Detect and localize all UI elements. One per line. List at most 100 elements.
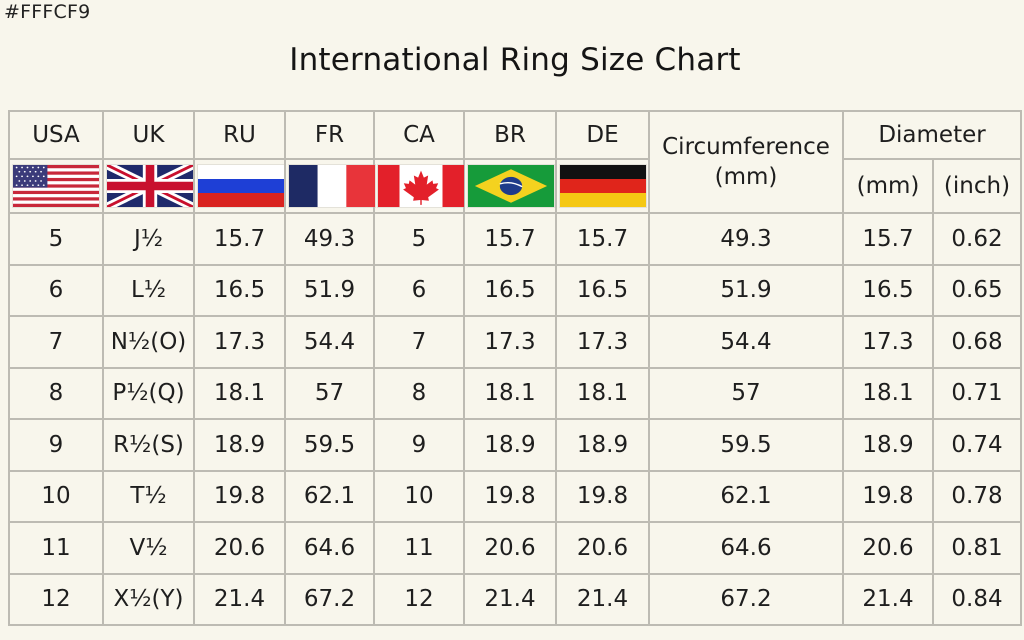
cell-circumference: 62.1 [648, 469, 844, 523]
cell-usa: 10 [8, 469, 104, 523]
cell-circumference: 57 [648, 366, 844, 420]
ring-size-table: USA UK RU FR CA BR DE Circumference (mm)… [8, 110, 1022, 626]
table-row: 6 L½ 16.5 51.9 6 16.5 16.5 51.9 16.5 0.6… [8, 263, 1022, 317]
cell-usa: 12 [8, 572, 104, 626]
cell-diameter-mm: 18.9 [842, 418, 934, 472]
cell-fr: 49.3 [284, 212, 375, 266]
cell-diameter-mm: 20.6 [842, 521, 934, 575]
cell-ca: 8 [373, 366, 465, 420]
cell-ru: 17.3 [193, 315, 286, 369]
cell-fr: 54.4 [284, 315, 375, 369]
cell-diameter-inch: 0.65 [932, 263, 1022, 317]
cell-de: 16.5 [555, 263, 650, 317]
cell-usa: 9 [8, 418, 104, 472]
cell-circumference: 51.9 [648, 263, 844, 317]
header-usa: USA [8, 110, 104, 160]
cell-usa: 5 [8, 212, 104, 266]
flag-cell-ru [193, 158, 286, 214]
header-row-labels: USA UK RU FR CA BR DE Circumference (mm)… [8, 110, 1022, 214]
cell-circumference: 54.4 [648, 315, 844, 369]
cell-ru: 18.9 [193, 418, 286, 472]
russia-flag-icon [198, 165, 284, 207]
cell-ca: 11 [373, 521, 465, 575]
flag-cell-fr [284, 158, 375, 214]
flag-cell-uk [102, 158, 195, 214]
cell-br: 19.8 [463, 469, 557, 523]
cell-br: 15.7 [463, 212, 557, 266]
cell-de: 21.4 [555, 572, 650, 626]
cell-br: 17.3 [463, 315, 557, 369]
cell-fr: 64.6 [284, 521, 375, 575]
cell-circumference: 49.3 [648, 212, 844, 266]
cell-circumference: 67.2 [648, 572, 844, 626]
cell-fr: 59.5 [284, 418, 375, 472]
header-diameter: Diameter [842, 110, 1022, 160]
table-row: 9 R½(S) 18.9 59.5 9 18.9 18.9 59.5 18.9 … [8, 418, 1022, 472]
cell-usa: 6 [8, 263, 104, 317]
table-row: 5 J½ 15.7 49.3 5 15.7 15.7 49.3 15.7 0.6… [8, 212, 1022, 266]
header-circumference: Circumference (mm) [648, 110, 844, 214]
flag-cell-ca [373, 158, 465, 214]
flag-cell-br [463, 158, 557, 214]
cell-fr: 57 [284, 366, 375, 420]
header-ca: CA [373, 110, 465, 160]
cell-ca: 12 [373, 572, 465, 626]
cell-br: 18.9 [463, 418, 557, 472]
cell-uk: T½ [102, 469, 195, 523]
cell-ca: 7 [373, 315, 465, 369]
cell-ca: 5 [373, 212, 465, 266]
cell-uk: J½ [102, 212, 195, 266]
cell-de: 18.9 [555, 418, 650, 472]
table-row: 8 P½(Q) 18.1 57 8 18.1 18.1 57 18.1 0.71 [8, 366, 1022, 420]
cell-diameter-inch: 0.71 [932, 366, 1022, 420]
cell-ru: 19.8 [193, 469, 286, 523]
header-de: DE [555, 110, 650, 160]
table-row: 10 T½ 19.8 62.1 10 19.8 19.8 62.1 19.8 0… [8, 469, 1022, 523]
cell-ca: 6 [373, 263, 465, 317]
canada-flag-icon [378, 165, 464, 207]
cell-uk: P½(Q) [102, 366, 195, 420]
cell-de: 20.6 [555, 521, 650, 575]
cell-ru: 15.7 [193, 212, 286, 266]
flag-cell-de [555, 158, 650, 214]
cell-diameter-mm: 16.5 [842, 263, 934, 317]
germany-flag-icon [560, 165, 646, 207]
header-diameter-inch: (inch) [932, 158, 1022, 214]
circumference-label: Circumference [662, 134, 830, 160]
cell-circumference: 59.5 [648, 418, 844, 472]
header-row-flags: (mm) (inch) [8, 158, 1022, 214]
cell-fr: 62.1 [284, 469, 375, 523]
cell-diameter-mm: 17.3 [842, 315, 934, 369]
cell-de: 18.1 [555, 366, 650, 420]
cell-ru: 20.6 [193, 521, 286, 575]
cell-diameter-inch: 0.81 [932, 521, 1022, 575]
cell-diameter-inch: 0.62 [932, 212, 1022, 266]
cell-de: 17.3 [555, 315, 650, 369]
table-row: 7 N½(O) 17.3 54.4 7 17.3 17.3 54.4 17.3 … [8, 315, 1022, 369]
cell-usa: 11 [8, 521, 104, 575]
table-row: 12 X½(Y) 21.4 67.2 12 21.4 21.4 67.2 21.… [8, 572, 1022, 626]
uk-flag-icon [107, 165, 193, 207]
cell-de: 19.8 [555, 469, 650, 523]
cell-br: 18.1 [463, 366, 557, 420]
cell-ru: 16.5 [193, 263, 286, 317]
flag-cell-usa [8, 158, 104, 214]
hex-color-label: #FFFCF9 [4, 1, 91, 23]
cell-fr: 67.2 [284, 572, 375, 626]
cell-diameter-mm: 18.1 [842, 366, 934, 420]
france-flag-icon [289, 165, 375, 207]
cell-de: 15.7 [555, 212, 650, 266]
table-row: 11 V½ 20.6 64.6 11 20.6 20.6 64.6 20.6 0… [8, 521, 1022, 575]
cell-uk: V½ [102, 521, 195, 575]
cell-diameter-inch: 0.68 [932, 315, 1022, 369]
cell-diameter-inch: 0.84 [932, 572, 1022, 626]
brazil-flag-icon [468, 165, 554, 207]
cell-usa: 7 [8, 315, 104, 369]
cell-circumference: 64.6 [648, 521, 844, 575]
cell-diameter-inch: 0.78 [932, 469, 1022, 523]
header-ru: RU [193, 110, 286, 160]
circumference-unit: (mm) [714, 164, 778, 190]
cell-diameter-mm: 15.7 [842, 212, 934, 266]
cell-br: 21.4 [463, 572, 557, 626]
header-uk: UK [102, 110, 195, 160]
